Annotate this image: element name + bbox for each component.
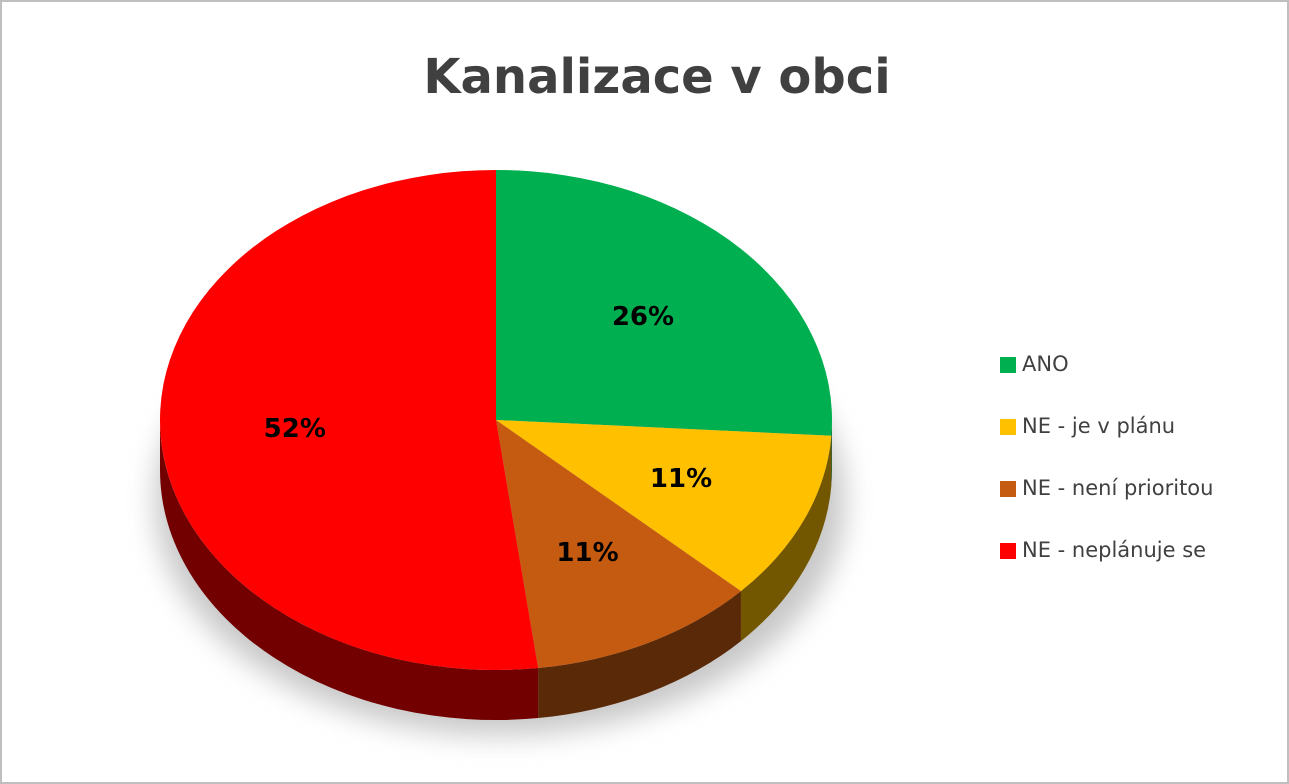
legend-swatch <box>1000 543 1016 559</box>
pie-side <box>831 420 832 486</box>
pie-slice <box>496 420 832 592</box>
pie-side <box>160 420 539 720</box>
pie-side <box>538 591 741 719</box>
data-label: 52% <box>264 414 326 444</box>
legend-swatch <box>1000 481 1016 497</box>
legend-swatch <box>1000 419 1016 435</box>
data-label: 11% <box>556 538 618 568</box>
legend-label: ANO <box>1022 352 1069 376</box>
pie-slice <box>496 420 741 669</box>
data-label: 11% <box>650 464 712 494</box>
pie-side <box>740 435 832 642</box>
legend-label: NE - je v plánu <box>1022 414 1175 438</box>
legend-label: NE - neplánuje se <box>1022 538 1206 562</box>
pie-slice <box>496 170 832 436</box>
pie-slice <box>160 170 539 670</box>
legend-label: NE - není prioritou <box>1022 476 1213 500</box>
chart-title: Kanalizace v obci <box>423 49 890 105</box>
data-label: 26% <box>612 302 674 332</box>
legend-swatch <box>1000 357 1016 373</box>
